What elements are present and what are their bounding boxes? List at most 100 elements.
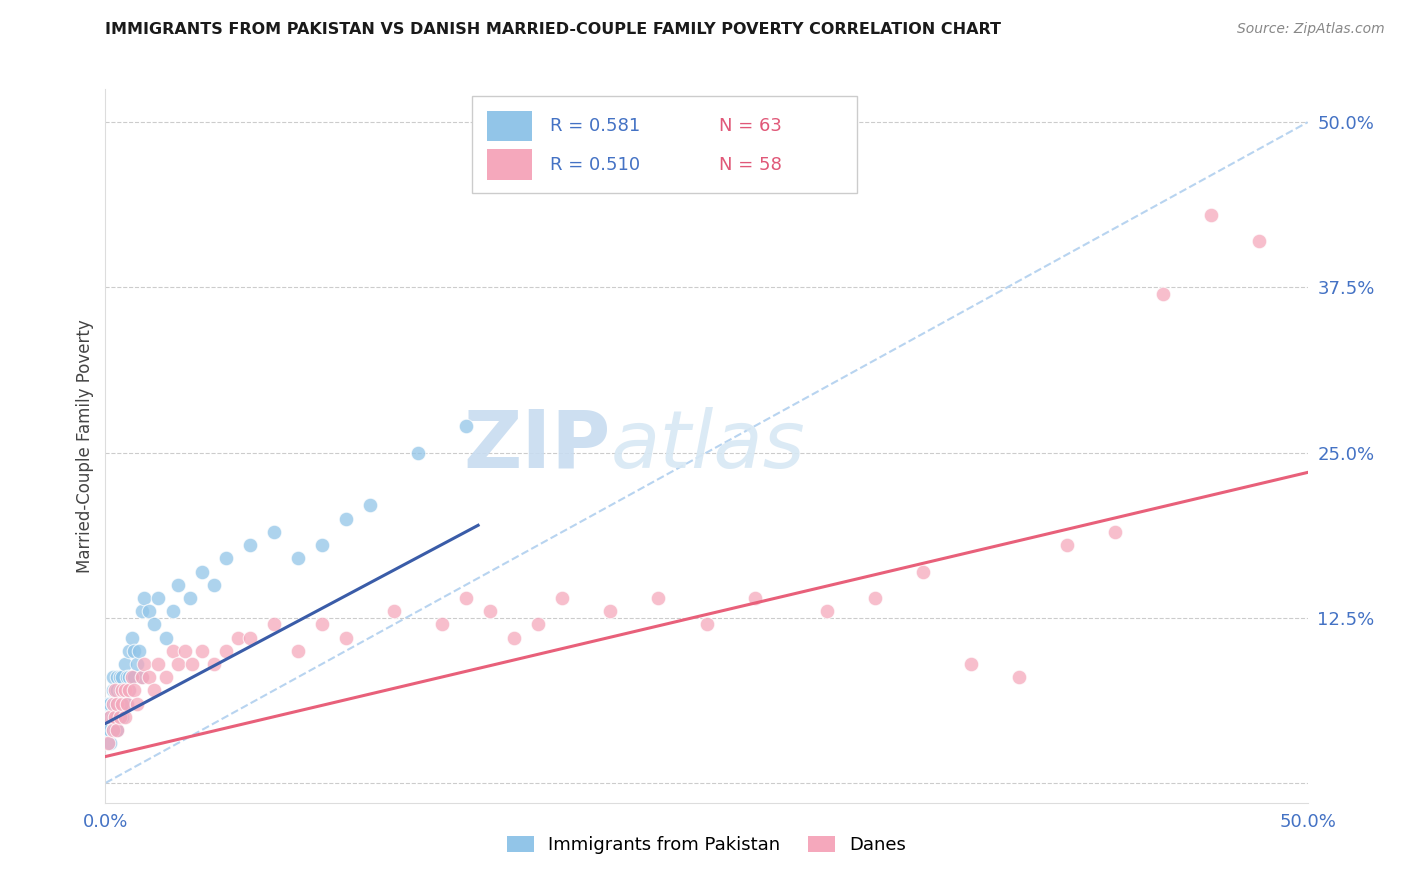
Point (287, 644, 309, 658)
Point (430, 617, 453, 632)
Point (97, 723, 120, 738)
FancyBboxPatch shape (486, 111, 533, 141)
Text: R = 0.510: R = 0.510 (550, 156, 640, 174)
Point (115, 670, 138, 684)
Point (101, 670, 124, 684)
Point (118, 644, 141, 658)
Point (162, 604, 184, 618)
Point (131, 670, 153, 684)
Y-axis label: Married-Couple Family Poverty: Married-Couple Family Poverty (76, 319, 94, 573)
Point (107, 670, 129, 684)
Point (166, 578, 188, 592)
Text: IMMIGRANTS FROM PAKISTAN VS DANISH MARRIED-COUPLE FAMILY POVERTY CORRELATION CHA: IMMIGRANTS FROM PAKISTAN VS DANISH MARRI… (105, 22, 1001, 37)
Point (311, 617, 333, 632)
Point (132, 591, 155, 605)
Point (551, 591, 574, 605)
Point (101, 683, 124, 698)
Point (98, 710, 121, 724)
Point (104, 683, 127, 698)
Point (114, 683, 136, 698)
Point (181, 657, 204, 671)
Point (108, 710, 131, 724)
Point (121, 670, 143, 684)
Point (104, 710, 127, 724)
Point (166, 657, 188, 671)
Point (101, 723, 124, 738)
Point (406, 445, 429, 459)
Point (696, 617, 718, 632)
Point (111, 683, 134, 698)
Point (101, 697, 124, 711)
Point (114, 657, 136, 671)
Legend: Immigrants from Pakistan, Danes: Immigrants from Pakistan, Danes (499, 829, 914, 862)
Point (1056, 538, 1078, 552)
Point (104, 683, 127, 698)
Point (960, 657, 983, 671)
Point (115, 697, 138, 711)
Point (311, 538, 333, 552)
Point (179, 591, 201, 605)
Point (911, 565, 934, 579)
Point (98, 723, 121, 738)
Point (107, 697, 129, 711)
Point (744, 591, 766, 605)
Point (124, 670, 146, 684)
Point (121, 670, 143, 684)
Point (239, 631, 262, 645)
FancyBboxPatch shape (486, 149, 533, 180)
Point (190, 644, 212, 658)
Point (239, 538, 262, 552)
Point (527, 617, 550, 632)
Point (335, 631, 357, 645)
Point (214, 551, 236, 566)
Point (1201, 208, 1223, 222)
Point (287, 551, 309, 566)
Point (108, 697, 131, 711)
Point (138, 670, 160, 684)
Point (263, 617, 285, 632)
Point (815, 604, 838, 618)
Text: ZIP: ZIP (463, 407, 610, 485)
Point (114, 710, 136, 724)
Point (155, 631, 177, 645)
Point (115, 697, 138, 711)
Point (479, 604, 502, 618)
Point (98, 697, 121, 711)
Point (359, 499, 381, 513)
Point (107, 723, 129, 738)
Point (111, 697, 134, 711)
FancyBboxPatch shape (472, 96, 856, 193)
Point (114, 697, 136, 711)
Point (148, 657, 170, 671)
Point (1104, 524, 1126, 539)
Point (107, 683, 129, 698)
Point (335, 511, 357, 525)
Point (863, 591, 886, 605)
Point (101, 710, 124, 724)
Point (454, 419, 477, 434)
Point (108, 710, 131, 724)
Point (202, 657, 225, 671)
Point (148, 591, 170, 605)
Point (1152, 287, 1174, 301)
Point (202, 578, 225, 592)
Point (111, 710, 134, 724)
Text: R = 0.581: R = 0.581 (550, 118, 641, 136)
Point (142, 617, 165, 632)
Point (97, 710, 120, 724)
Point (118, 683, 141, 698)
Point (162, 644, 184, 658)
Text: Source: ZipAtlas.com: Source: ZipAtlas.com (1237, 22, 1385, 37)
Text: atlas: atlas (610, 407, 806, 485)
Point (97, 736, 120, 750)
Point (108, 683, 131, 698)
Point (101, 697, 124, 711)
Point (107, 710, 129, 724)
Point (125, 697, 148, 711)
Point (263, 524, 285, 539)
Point (98, 710, 121, 724)
Point (101, 723, 124, 738)
Point (647, 591, 669, 605)
Point (118, 683, 141, 698)
Point (454, 591, 477, 605)
